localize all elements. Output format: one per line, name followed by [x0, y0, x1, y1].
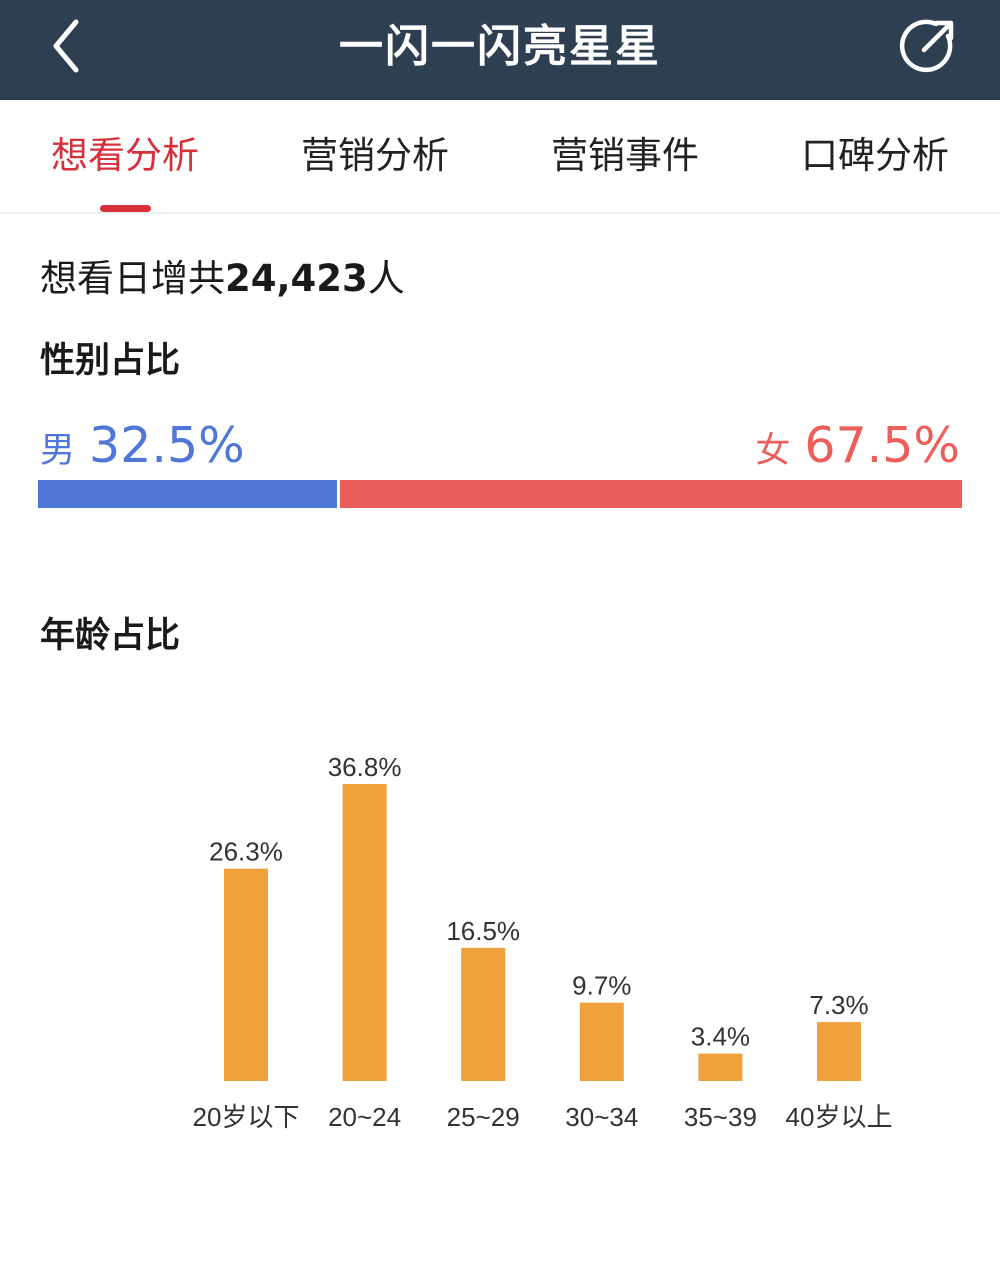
male-percent: 32.5%	[89, 417, 245, 474]
tab-marketing-events[interactable]: 营销事件	[551, 134, 699, 177]
age-category-label: 40岁以上	[786, 1102, 893, 1132]
female-ratio-label: 女 67.5%	[755, 416, 960, 481]
age-bar-value-label: 26.3%	[209, 837, 283, 867]
active-tab-indicator	[100, 205, 151, 212]
male-ratio-label: 男 32.5%	[40, 416, 245, 481]
summary-count: 24,423	[225, 257, 368, 300]
female-ratio-segment	[340, 480, 962, 508]
daily-increase-summary: 想看日增共24,423人	[40, 255, 405, 303]
age-bar-value-label: 7.3%	[809, 990, 868, 1020]
share-icon	[899, 19, 954, 73]
page-title: 一闪一闪亮星星	[339, 21, 661, 72]
age-category-label: 20~24	[328, 1102, 401, 1132]
age-bar-value-label: 9.7%	[572, 971, 631, 1001]
male-ratio-segment	[38, 480, 337, 508]
age-category-label: 30~34	[565, 1102, 638, 1132]
age-category-label: 20岁以下	[193, 1102, 300, 1132]
summary-prefix: 想看日增共	[40, 257, 225, 300]
tab-want-to-see-analysis[interactable]: 想看分析	[51, 134, 199, 177]
age-bar-value-label: 36.8%	[328, 752, 402, 782]
chevron-left-icon	[53, 19, 79, 73]
share-button[interactable]	[896, 14, 962, 80]
gender-section-title: 性别占比	[40, 341, 181, 381]
gender-ratio-bar	[38, 480, 962, 508]
age-bar	[461, 947, 506, 1081]
age-bar	[579, 1002, 624, 1081]
app-header: 一闪一闪亮星星	[0, 0, 1000, 100]
age-bar	[342, 784, 387, 1081]
age-category-label: 35~39	[684, 1102, 757, 1132]
tab-bar: 想看分析 营销分析 营销事件 口碑分析	[0, 100, 1000, 214]
summary-suffix: 人	[367, 257, 405, 300]
age-section-title: 年龄占比	[40, 616, 181, 656]
age-bar	[224, 868, 268, 1081]
age-bar-value-label: 3.4%	[691, 1022, 750, 1052]
back-button[interactable]	[34, 14, 98, 78]
age-bar	[698, 1053, 743, 1081]
female-percent: 67.5%	[804, 417, 960, 474]
age-bar-chart: 26.3% 20岁以下 36.8% 20~24 16.5% 25~29 9.7% 30~34 3…	[193, 752, 893, 1132]
age-bar	[817, 1022, 861, 1081]
age-category-label: 25~29	[447, 1102, 520, 1132]
tab-marketing-analysis[interactable]: 营销分析	[301, 134, 449, 177]
male-label: 男	[40, 431, 76, 471]
age-bar-value-label: 16.5%	[446, 916, 520, 946]
female-label: 女	[755, 431, 791, 471]
tab-word-of-mouth-analysis[interactable]: 口碑分析	[801, 134, 949, 177]
